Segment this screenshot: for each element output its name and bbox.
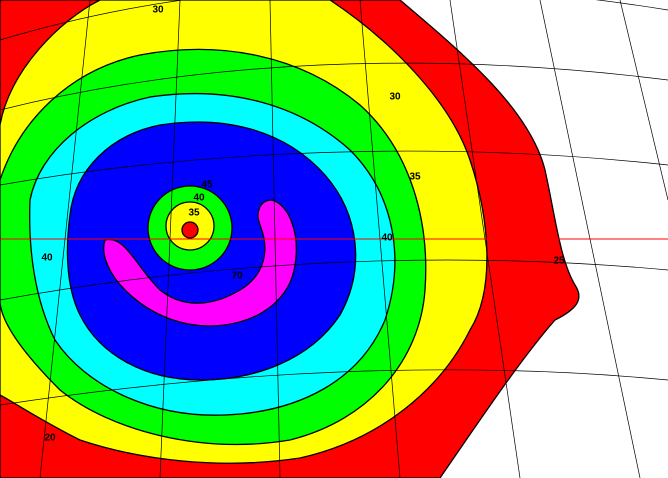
parallel [0, 150, 668, 186]
contour-labels: 30 30 35 40 25 40 45 40 35 70 20 [41, 5, 565, 444]
contour-label: 40 [193, 193, 205, 204]
meridian [619, 0, 668, 201]
band-magenta [103, 199, 297, 327]
parallel [0, 0, 668, 41]
parallel [0, 259, 668, 301]
contour-label: 35 [409, 172, 421, 183]
contour-label: 40 [381, 233, 393, 244]
parallel [0, 62, 668, 111]
contour-label: 30 [152, 5, 164, 16]
core-red [181, 221, 199, 239]
contour-label: 35 [188, 208, 200, 219]
contour-label: 40 [41, 253, 53, 264]
contour-label: 20 [44, 433, 56, 444]
contour-label: 25 [553, 256, 565, 267]
parallel [0, 369, 668, 406]
contour-label: 30 [389, 92, 401, 103]
contour-label: 70 [231, 271, 243, 282]
contour-label: 45 [201, 180, 213, 191]
